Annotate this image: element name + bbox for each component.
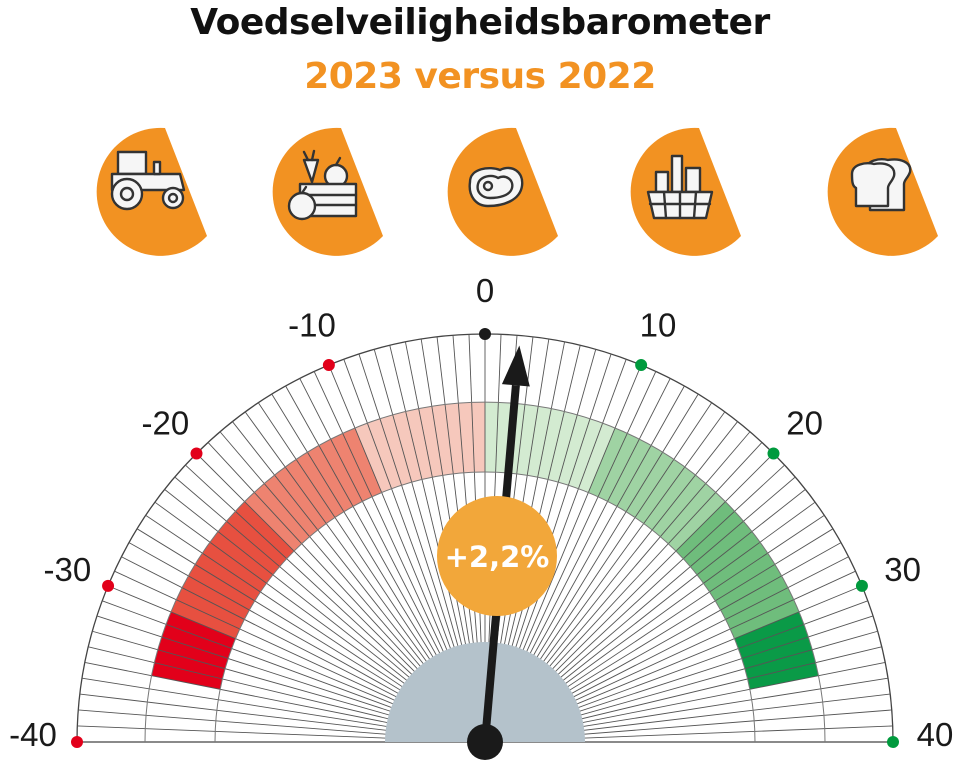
gauge-tick-dot (479, 328, 491, 340)
gauge-tick-label: 0 (476, 272, 494, 309)
gauge-tick-label: -40 (9, 716, 57, 753)
gauge-tick-label: -30 (44, 551, 92, 588)
page-subtitle: 2023 versus 2022 (304, 56, 656, 97)
meat-steak-icon (447, 127, 558, 256)
gauge-tick-labels: -40 -30 -20 -10 0 10 20 30 40 (9, 272, 953, 753)
needle-arrowhead (501, 345, 530, 387)
gauge-tick-label: 40 (917, 716, 954, 753)
needle-pivot (467, 724, 503, 760)
category-icons (96, 127, 938, 256)
value-badge: +2,2% (437, 496, 557, 616)
gauge-tick-label: 20 (786, 404, 823, 441)
page-title: Voedselveiligheidsbarometer (190, 2, 770, 43)
tractor-icon (96, 127, 207, 256)
gauge-tick-dot (767, 447, 780, 460)
bread-slices-icon (827, 127, 938, 256)
gauge-band-6 (675, 501, 800, 639)
gauge-tick-label: 30 (884, 551, 921, 588)
gauge-band-outer-arc (144, 401, 826, 743)
gauge-tick-dot (71, 736, 83, 748)
gauge-tick-dot (190, 447, 203, 460)
gauge-band-5 (588, 427, 726, 552)
gauge-tick-dot (887, 736, 899, 748)
gauge-band-0 (151, 611, 236, 690)
gauge-tick-dot (102, 579, 115, 592)
gauge-tick-label: -20 (142, 404, 190, 441)
fruit-vegetable-crate-icon (272, 127, 383, 256)
gauge-hub (385, 642, 585, 742)
gauge-tick-label: -10 (288, 306, 336, 343)
gauge-tick-label: 10 (640, 306, 677, 343)
value-label: +2,2% (445, 540, 550, 574)
gauge-band-inner-arc (214, 471, 756, 743)
gauge-band-7 (734, 611, 819, 690)
gauge-band-2 (244, 427, 382, 552)
gauge-tick-dot (322, 359, 335, 372)
gauge-band-1 (170, 501, 295, 639)
grocery-basket-icon (630, 127, 741, 256)
gauge-tick-marks (71, 328, 899, 748)
gauge-tick-dot (635, 359, 648, 372)
gauge-tick-dot (855, 579, 868, 592)
